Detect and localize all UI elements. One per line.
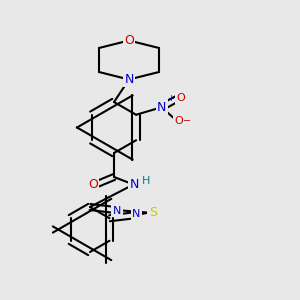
Text: −: − <box>184 116 192 126</box>
Text: O: O <box>174 116 183 126</box>
Text: S: S <box>149 206 157 219</box>
Text: O: O <box>177 93 185 103</box>
Text: N: N <box>124 73 134 86</box>
Text: N: N <box>132 209 141 219</box>
Text: N: N <box>157 101 166 114</box>
Text: N: N <box>113 206 121 216</box>
Text: H: H <box>142 176 150 186</box>
Text: O: O <box>124 34 134 47</box>
Text: N: N <box>129 178 139 191</box>
Text: O: O <box>88 178 98 191</box>
Text: +: + <box>167 94 174 103</box>
